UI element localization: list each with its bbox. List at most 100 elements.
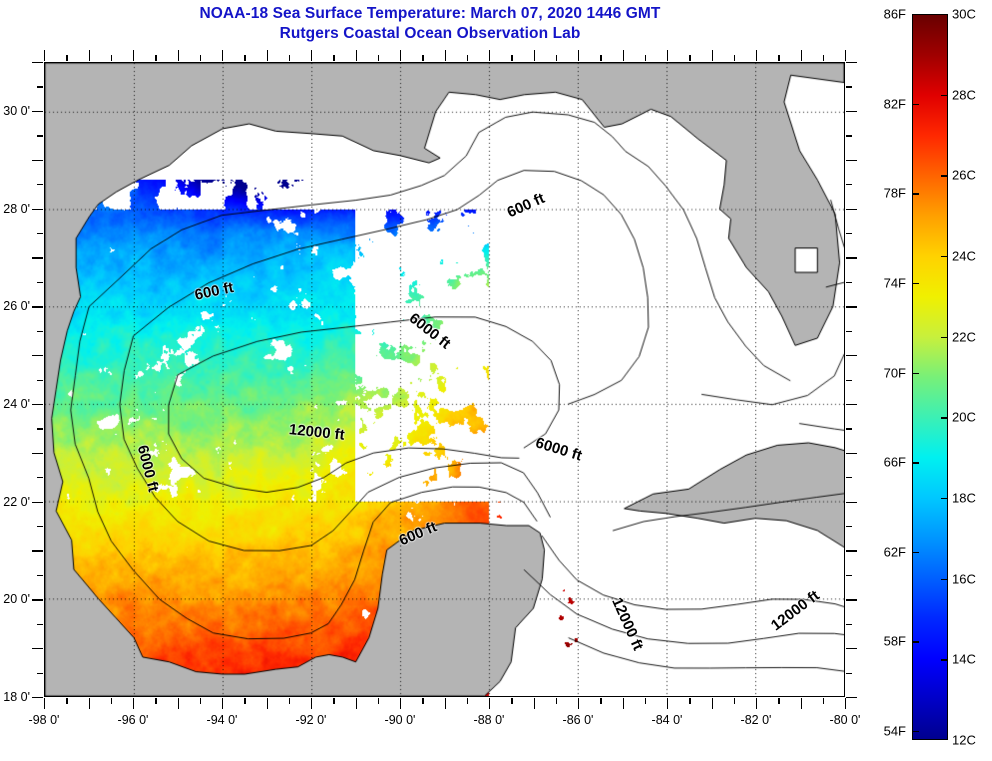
y-tick [37, 86, 43, 88]
x-tick-top [533, 50, 535, 61]
colorbar-label-celsius: 22C [952, 329, 976, 345]
x-tick [511, 698, 513, 704]
y-tick-right [846, 135, 852, 137]
colorbar-tick-fahrenheit [912, 14, 919, 16]
x-tick-top [244, 55, 246, 61]
y-tick [32, 208, 43, 210]
y-tick-right [846, 281, 852, 284]
x-axis-label: -82 0' [740, 713, 772, 727]
x-axis-label: -84 0' [651, 713, 683, 727]
x-tick-top [110, 55, 113, 61]
y-tick-right [846, 232, 852, 235]
colorbar-tick-celsius [941, 94, 948, 97]
x-axis-label: -96 0' [117, 713, 149, 727]
x-tick [600, 698, 602, 704]
x-tick-top [555, 55, 558, 61]
x-tick [800, 698, 802, 709]
x-tick-top [355, 50, 357, 61]
y-tick [32, 306, 43, 308]
colorbar-tick-celsius [941, 578, 948, 581]
x-tick [555, 698, 558, 704]
x-tick [377, 698, 380, 704]
x-tick-top [667, 50, 669, 61]
y-tick-right [846, 62, 857, 64]
colorbar-label-celsius: 30C [952, 6, 976, 22]
y-tick [32, 697, 43, 699]
y-tick [37, 623, 43, 626]
x-tick-top [333, 55, 335, 61]
x-tick [266, 698, 268, 709]
y-tick [37, 574, 43, 577]
x-tick-top [822, 55, 825, 61]
x-tick-top [266, 50, 268, 61]
title-line-2: Rutgers Coastal Ocean Observation Lab [279, 25, 581, 42]
x-tick [199, 698, 202, 704]
colorbar-fahrenheit-labels: 86F 82F 78F 74F 70F 66F 62F 58F 54F [862, 7, 906, 740]
x-tick-top [689, 55, 691, 61]
x-tick [311, 698, 313, 709]
colorbar-label-celsius: 24C [952, 248, 976, 264]
colorbar-tick-celsius [941, 336, 948, 339]
x-tick-top [578, 50, 580, 61]
x-axis-label: -80 0' [829, 713, 861, 727]
x-tick-top [311, 50, 313, 61]
x-tick [400, 698, 402, 709]
x-tick-top [600, 55, 602, 61]
y-tick-right [846, 526, 852, 528]
y-tick-right [846, 355, 857, 357]
colorbar-tick-fahrenheit [912, 372, 919, 374]
y-tick-right [846, 403, 857, 406]
colorbar-label-celsius: 12C [952, 732, 976, 748]
x-tick [422, 698, 424, 704]
y-tick-right [846, 672, 852, 674]
colorbar-label-fahrenheit: 82F [883, 96, 906, 112]
y-tick [32, 648, 43, 650]
y-tick [32, 355, 43, 357]
y-tick-right [846, 306, 857, 308]
y-tick-right [846, 623, 852, 626]
y-tick-right [846, 110, 857, 113]
x-tick [66, 698, 68, 704]
y-tick [32, 501, 43, 503]
x-tick-top [466, 55, 469, 61]
x-tick [644, 698, 647, 704]
colorbar-label-celsius: 18C [952, 490, 976, 506]
x-tick-top [400, 50, 402, 61]
sst-map[interactable]: 600 ft 600 ft 6000 ft 6000 ft 12000 ft 6000 f… [44, 62, 845, 697]
colorbar-tick-fahrenheit [912, 551, 919, 554]
colorbar-tick-fahrenheit [912, 193, 919, 195]
x-tick-top [377, 55, 380, 61]
x-tick [44, 698, 46, 709]
colorbar-tick-fahrenheit [912, 103, 919, 106]
x-tick [845, 698, 847, 709]
x-tick [333, 698, 335, 704]
y-tick [37, 672, 43, 674]
colorbar-label-fahrenheit: 62F [883, 544, 906, 560]
colorbar-label-celsius: 16C [952, 571, 976, 587]
x-tick-top [489, 50, 491, 61]
x-tick [155, 698, 157, 704]
colorbar[interactable] [912, 14, 948, 740]
x-tick [110, 698, 113, 704]
colorbar-label-fahrenheit: 66F [883, 454, 906, 470]
x-tick-top [422, 55, 424, 61]
y-tick [37, 379, 43, 381]
colorbar-label-fahrenheit: 86F [883, 6, 906, 22]
colorbar-label-celsius: 14C [952, 651, 976, 667]
y-tick-right [846, 648, 857, 650]
y-axis-label: 20 0' [3, 592, 30, 607]
x-axis-label: -86 0' [562, 713, 594, 727]
y-tick [32, 257, 43, 259]
colorbar-celsius-labels: 30C 28C 26C 24C 22C 20C 18C 16C 14C 12C [952, 7, 992, 748]
x-tick-top [778, 55, 780, 61]
colorbar-label-fahrenheit: 78F [883, 185, 906, 201]
x-tick-top [644, 55, 647, 61]
x-tick-top [288, 55, 291, 61]
x-tick-top [733, 55, 736, 61]
x-tick [88, 698, 90, 709]
x-tick [177, 698, 179, 709]
y-tick [32, 159, 43, 161]
y-tick-right [846, 257, 857, 259]
x-tick-top [800, 50, 802, 61]
x-tick [778, 698, 780, 704]
